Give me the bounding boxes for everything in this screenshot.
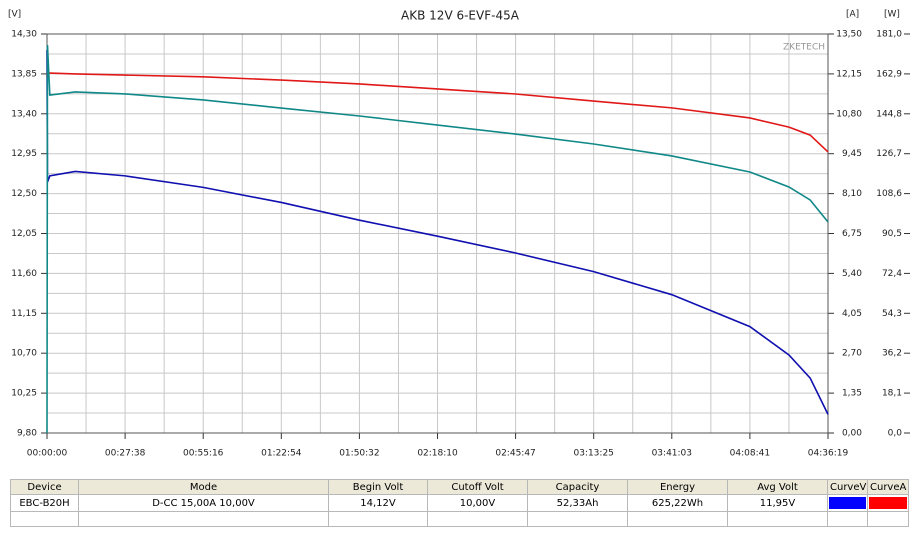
y3-unit: [W] (884, 10, 900, 20)
legend-swatch (829, 497, 866, 509)
empty-cell (328, 511, 428, 527)
table-cell: 625,22Wh (627, 494, 728, 512)
y-tick-label: 10,25 (11, 389, 37, 399)
x-tick-label: 01:22:54 (261, 449, 302, 459)
x-tick-label: 00:00:00 (27, 449, 68, 459)
y3-tick-label: 90,5 (882, 229, 902, 239)
y3-tick-label: 162,9 (876, 69, 902, 79)
empty-cell (727, 511, 828, 527)
chart-title: AKB 12V 6-EVF-45A (401, 9, 520, 23)
legend-cell (827, 494, 868, 512)
x-tick-label: 02:18:10 (417, 449, 458, 459)
x-tick-label: 04:36:19 (808, 449, 849, 459)
y-tick-label: 12,05 (11, 229, 37, 239)
y-tick-label: 11,15 (11, 309, 37, 319)
empty-cell (427, 511, 528, 527)
y2-unit: [A] (846, 10, 859, 20)
y-tick-label: 14,30 (11, 30, 37, 40)
y3-tick-label: 181,0 (876, 30, 902, 40)
table-body: EBC-B20H D-CC 15,00A 10,00V 14,12V 10,00V 52… (10, 494, 909, 527)
y3-tick-label: 0,0 (888, 429, 903, 439)
table-row: EBC-B20H D-CC 15,00A 10,00V 14,12V 10,00V 52… (10, 494, 909, 512)
x-tick-label: 04:08:41 (730, 449, 770, 459)
header-cell: Mode (78, 479, 329, 495)
y2-tick-label: 13,50 (836, 30, 862, 40)
table-cell: 10,00V (427, 494, 528, 512)
table-cell: D-CC 15,00A 10,00V (78, 494, 329, 512)
header-cell: Begin Volt (328, 479, 428, 495)
y2-tick-label: 4,05 (842, 309, 862, 319)
y2-tick-label: 5,40 (842, 269, 862, 279)
y3-tick-label: 54,3 (882, 309, 902, 319)
y2-tick-label: 10,80 (836, 109, 862, 119)
legend-header: CurveV (827, 479, 868, 495)
y-unit: [V] (8, 10, 21, 20)
legend-cell (867, 494, 909, 512)
series-line (46, 72, 829, 153)
y3-tick-label: 126,7 (876, 149, 902, 159)
legend-header: CurveA (867, 479, 909, 495)
x-tick-label: 03:41:03 (652, 449, 692, 459)
x-tick-label: 00:27:38 (105, 449, 146, 459)
y2-tick-label: 8,10 (842, 189, 862, 199)
y3-tick-label: 18,1 (882, 389, 902, 399)
empty-cell (78, 511, 329, 527)
x-tick-label: 00:55:16 (183, 449, 224, 459)
table-cell: 11,95V (727, 494, 828, 512)
y-tick-label: 11,60 (11, 269, 37, 279)
chart: AKB 12V 6-EVF-45A [V] [A] [W] 00:00:00 00… (8, 9, 910, 459)
empty-cell (867, 511, 909, 527)
header-cell: Avg Volt (727, 479, 828, 495)
y2-tick-label: 1,35 (842, 389, 862, 399)
y-tick-label: 13,40 (11, 109, 37, 119)
table-cell: EBC-B20H (10, 494, 79, 512)
y2-tick-label: 6,75 (842, 229, 862, 239)
empty-cell (527, 511, 628, 527)
y3-tick-label: 144,8 (876, 109, 902, 119)
y3-tick-label: 72,4 (882, 269, 902, 279)
y2-tick-label: 9,45 (842, 149, 862, 159)
table-cell: 14,12V (328, 494, 428, 512)
series-line (46, 44, 829, 434)
header-row: Device Mode Begin Volt Cutoff Volt Capacity E… (10, 479, 909, 495)
x-tick-label: 03:13:25 (573, 449, 613, 459)
y-tick-label: 9,80 (17, 429, 37, 439)
x-tick-label: 02:45:47 (495, 449, 535, 459)
y-tick-label: 12,95 (11, 149, 37, 159)
y2-tick-label: 0,00 (842, 429, 862, 439)
header-cell: Cutoff Volt (427, 479, 528, 495)
legend-swatch (869, 497, 907, 509)
x-tick-label: 01:50:32 (339, 449, 379, 459)
header-cell: Device (10, 479, 79, 495)
watermark: ZKETECH (783, 43, 825, 53)
y-tick-label: 13,85 (11, 69, 37, 79)
y3-tick-label: 36,2 (882, 349, 902, 359)
table-cell: 52,33Ah (527, 494, 628, 512)
y3-tick-label: 108,6 (876, 189, 902, 199)
header-cell: Energy (627, 479, 728, 495)
y2-tick-label: 2,70 (842, 349, 862, 359)
y2-tick-label: 12,15 (836, 69, 862, 79)
info-table: Device Mode Begin Volt Cutoff Volt Capacity E… (10, 479, 909, 527)
empty-cell (10, 511, 79, 527)
y-tick-label: 10,70 (11, 349, 37, 359)
empty-cell (827, 511, 868, 527)
header-cell: Capacity (527, 479, 628, 495)
empty-cell (627, 511, 728, 527)
empty-row (10, 511, 909, 527)
y-tick-label: 12,50 (11, 189, 37, 199)
series-line (46, 49, 829, 415)
